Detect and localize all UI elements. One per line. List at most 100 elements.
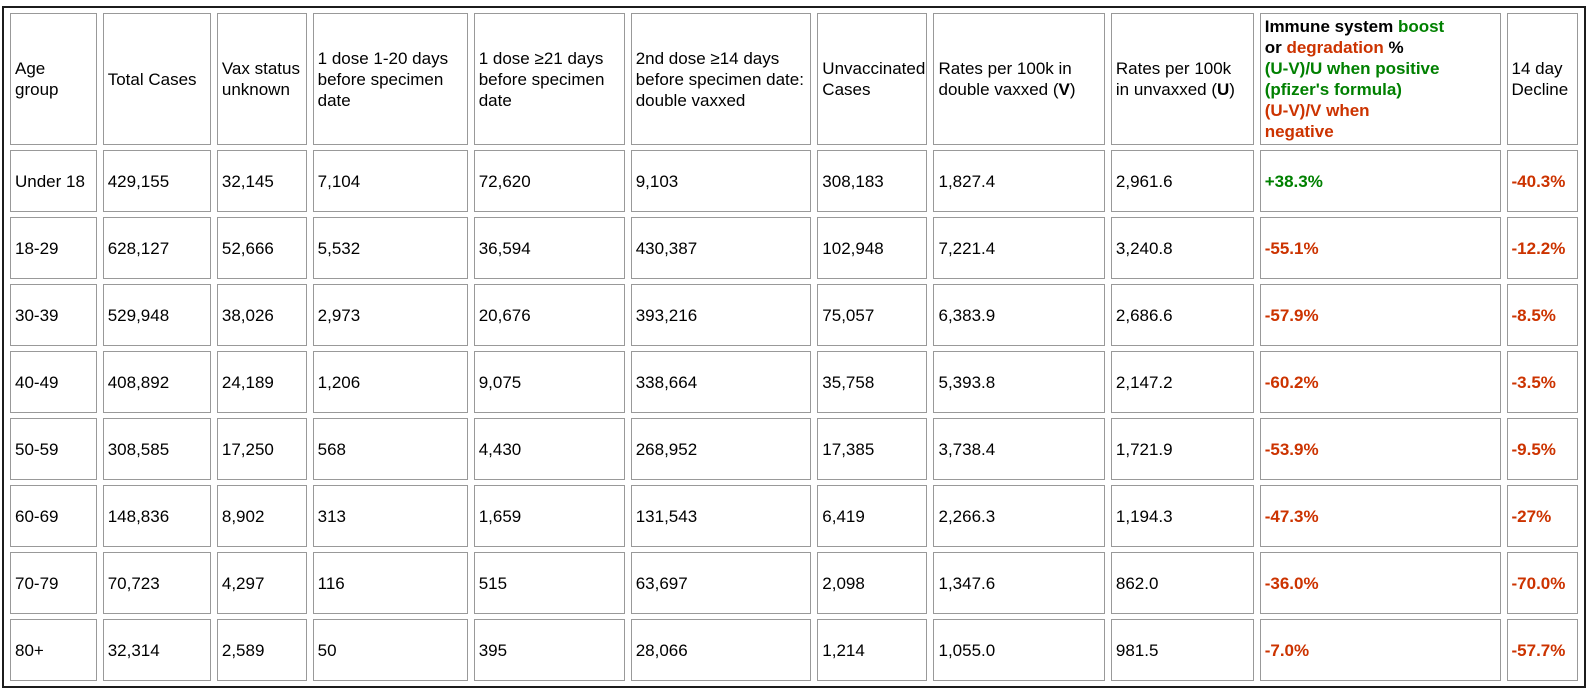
decline-cell: -40.3%: [1506, 150, 1578, 213]
header-line: negative: [1265, 121, 1496, 142]
header-line: (U-V)/U when positive: [1265, 58, 1496, 79]
table-row: Under 18 429,155 32,145 7,104 72,620 9,103 308…: [10, 150, 1578, 213]
header-line: (pfizer's formula): [1265, 79, 1496, 100]
value-cell: 148,836: [102, 485, 211, 548]
value-cell: 5,393.8: [933, 351, 1105, 414]
immune-change-cell: -55.1%: [1259, 217, 1501, 280]
value-cell: 24,189: [216, 351, 307, 414]
value-cell: 3,738.4: [933, 418, 1105, 481]
column-header: Rates per 100k in unvaxxed (U): [1110, 13, 1254, 146]
value-cell: 52,666: [216, 217, 307, 280]
table-row: 30-39 529,948 38,026 2,973 20,676 393,216 75,0…: [10, 284, 1578, 347]
header-text-segment: Rates per 100k in unvaxxed (: [1115, 59, 1232, 100]
value-cell: 430,387: [630, 217, 812, 280]
value-cell: 36,594: [473, 217, 625, 280]
decline-cell: -9.5%: [1506, 418, 1578, 481]
value-cell: 5,532: [312, 217, 468, 280]
value-cell: 568: [312, 418, 468, 481]
header-text-segment: Immune system: [1264, 17, 1398, 36]
immune-change-cell: -47.3%: [1259, 485, 1501, 548]
value-cell: 338,664: [630, 351, 812, 414]
value-cell: 313: [312, 485, 468, 548]
decline-cell: -3.5%: [1506, 351, 1578, 414]
header-text-segment: ): [1069, 80, 1076, 100]
value-cell: 1,214: [817, 619, 928, 682]
table-row: 50-59 308,585 17,250 568 4,430 268,952 17,385 3…: [10, 418, 1578, 481]
value-cell: 2,098: [817, 552, 928, 615]
value-cell: 1,206: [312, 351, 468, 414]
value-cell: 17,385: [817, 418, 928, 481]
value-cell: 4,297: [216, 552, 307, 615]
age-group-cell: 50-59: [10, 418, 97, 481]
value-cell: 50: [312, 619, 468, 682]
value-cell: 981.5: [1110, 619, 1254, 682]
header-text-segment: Unvaccinated Cases: [822, 59, 926, 100]
age-group-cell: 70-79: [10, 552, 97, 615]
header-text-segment: 1 dose ≥21 days before specimen date: [478, 48, 605, 110]
value-cell: 63,697: [630, 552, 812, 615]
header-text-segment: Total Cases: [107, 69, 197, 89]
value-cell: 2,147.2: [1110, 351, 1254, 414]
header-row: Age group Total Cases Vax status unknown 1 …: [10, 13, 1578, 146]
header-text-segment: V: [1058, 80, 1070, 100]
column-header: 1 dose 1-20 days before specimen date: [312, 13, 468, 146]
header-line: or degradation %: [1265, 37, 1496, 58]
column-header: Total Cases: [102, 13, 211, 146]
value-cell: 408,892: [102, 351, 211, 414]
column-header: Immune system boost or degradation % (U-V)…: [1259, 13, 1501, 146]
header-line: (U-V)/V when: [1265, 100, 1496, 121]
value-cell: 1,194.3: [1110, 485, 1254, 548]
value-cell: 38,026: [216, 284, 307, 347]
column-header: Unvaccinated Cases: [817, 13, 928, 146]
header-text-segment: degradation: [1286, 38, 1384, 58]
value-cell: 17,250: [216, 418, 307, 481]
value-cell: 28,066: [630, 619, 812, 682]
immune-change-cell: -53.9%: [1259, 418, 1501, 481]
header-text-segment: (U-V)/V when: [1264, 101, 1370, 121]
header-text-segment: Age group: [15, 59, 59, 100]
header-text-segment: Rates per 100k in double vaxxed (: [938, 59, 1072, 100]
value-cell: 1,347.6: [933, 552, 1105, 615]
header-text-segment: Vax status unknown: [221, 59, 300, 100]
value-cell: 393,216: [630, 284, 812, 347]
value-cell: 7,104: [312, 150, 468, 213]
value-cell: 9,075: [473, 351, 625, 414]
header-text-segment: boost: [1397, 17, 1445, 36]
column-header: 2nd dose ≥14 days before specimen date: …: [630, 13, 812, 146]
value-cell: 429,155: [102, 150, 211, 213]
decline-cell: -8.5%: [1506, 284, 1578, 347]
value-cell: 1,721.9: [1110, 418, 1254, 481]
table-row: 18-29 628,127 52,666 5,532 36,594 430,387 102,…: [10, 217, 1578, 280]
value-cell: 515: [473, 552, 625, 615]
value-cell: 20,676: [473, 284, 625, 347]
value-cell: 131,543: [630, 485, 812, 548]
value-cell: 70,723: [102, 552, 211, 615]
value-cell: 116: [312, 552, 468, 615]
age-group-cell: 30-39: [10, 284, 97, 347]
value-cell: 6,383.9: [933, 284, 1105, 347]
column-header: Vax status unknown: [216, 13, 307, 146]
header-line: Immune system boost: [1265, 16, 1496, 37]
header-text-segment: U: [1217, 80, 1230, 100]
value-cell: 628,127: [102, 217, 211, 280]
value-cell: 529,948: [102, 284, 211, 347]
header-text-segment: (pfizer's formula): [1264, 80, 1402, 100]
header-text-segment: 14 day Decline: [1511, 59, 1569, 100]
column-header: 1 dose ≥21 days before specimen date: [473, 13, 625, 146]
immune-change-cell: -57.9%: [1259, 284, 1501, 347]
column-header: Age group: [10, 13, 97, 146]
table-row: 60-69 148,836 8,902 313 1,659 131,543 6,419 2,2…: [10, 485, 1578, 548]
decline-cell: -27%: [1506, 485, 1578, 548]
vaccination-stats-table: Age group Total Cases Vax status unknown 1 …: [2, 6, 1586, 689]
value-cell: 862.0: [1110, 552, 1254, 615]
value-cell: 308,585: [102, 418, 211, 481]
value-cell: 35,758: [817, 351, 928, 414]
value-cell: 308,183: [817, 150, 928, 213]
decline-cell: -12.2%: [1506, 217, 1578, 280]
header-text-segment: negative: [1264, 122, 1334, 142]
header-text-segment: 1 dose 1-20 days before specimen date: [317, 48, 449, 110]
value-cell: 268,952: [630, 418, 812, 481]
immune-change-cell: +38.3%: [1259, 150, 1501, 213]
value-cell: 6,419: [817, 485, 928, 548]
value-cell: 3,240.8: [1110, 217, 1254, 280]
